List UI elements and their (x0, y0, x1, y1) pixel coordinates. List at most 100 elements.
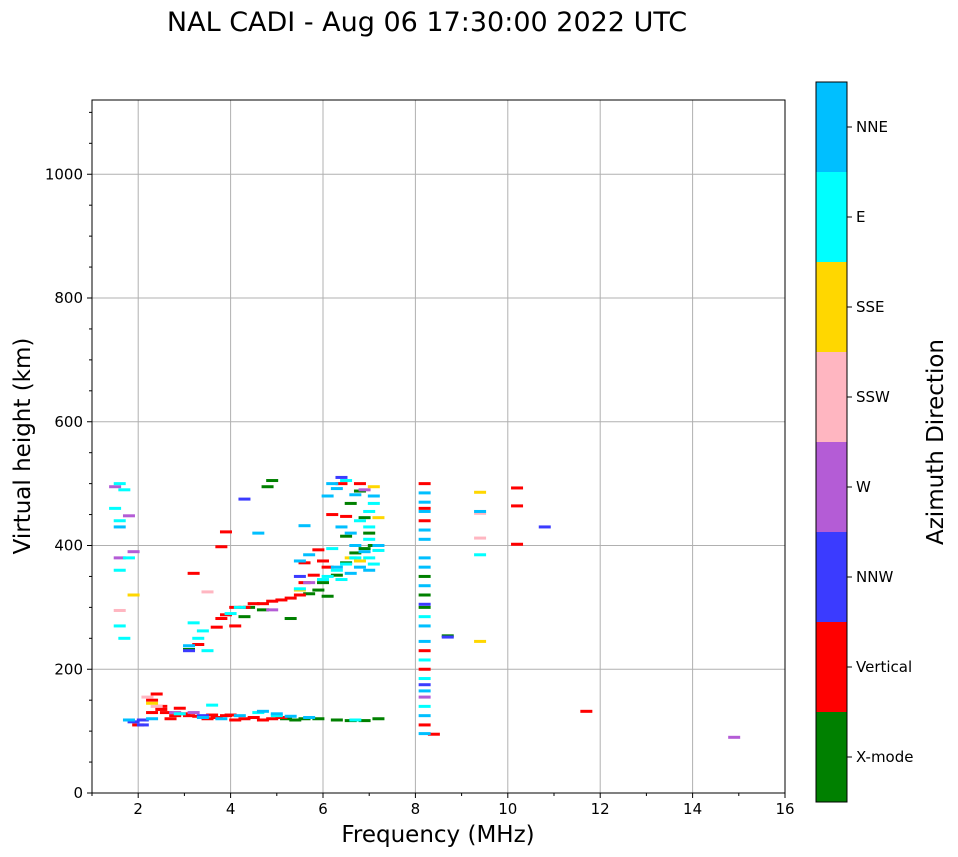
data-point-e (340, 562, 353, 566)
data-point-vertical (256, 718, 269, 722)
data-point-vertical (511, 486, 524, 490)
data-point-nne (196, 716, 209, 720)
data-point-x-mode (418, 593, 431, 597)
data-point-nnw (127, 720, 140, 724)
data-point-e (201, 649, 214, 653)
y-tick-label: 200 (54, 660, 83, 678)
data-point-e (418, 658, 431, 662)
data-point-x-mode (340, 534, 353, 538)
data-point-nne (418, 689, 431, 693)
data-point-nne (418, 556, 431, 560)
data-point-ssw (141, 695, 154, 699)
x-tick-label: 4 (226, 800, 236, 818)
data-point-vertical (159, 711, 172, 715)
x-tick-label: 2 (133, 800, 143, 818)
data-point-vertical (335, 482, 348, 486)
data-point-nnw (441, 635, 454, 639)
data-point-sse (372, 516, 385, 520)
x-tick-label: 14 (683, 800, 702, 818)
data-point-e (206, 703, 219, 707)
data-point-e (113, 482, 126, 486)
data-point-nne (233, 714, 246, 718)
data-point-e (113, 519, 126, 523)
data-point-ssw (474, 536, 487, 540)
data-point-vertical (418, 649, 431, 653)
data-point-e (233, 605, 246, 609)
data-point-nne (418, 491, 431, 495)
data-point-vertical (224, 713, 237, 717)
data-point-nnw (293, 574, 306, 578)
data-point-x-mode (330, 573, 343, 577)
data-point-x-mode (330, 718, 343, 722)
data-point-vertical (215, 617, 228, 621)
data-point-vertical (298, 561, 311, 565)
data-point-nne (418, 714, 431, 718)
data-point-x-mode (358, 719, 371, 723)
data-point-e (418, 704, 431, 708)
data-point-vertical (247, 716, 260, 720)
data-point-x-mode (418, 605, 431, 609)
data-points (109, 475, 741, 739)
data-point-nne (418, 565, 431, 569)
colorbar-swatch-vertical (816, 622, 847, 712)
data-point-vertical (321, 565, 334, 569)
data-point-x-mode (321, 594, 334, 598)
data-point-nne (418, 528, 431, 532)
data-point-vertical (219, 530, 232, 534)
data-point-w (418, 695, 431, 699)
data-point-nne (418, 639, 431, 643)
data-point-nnw (136, 718, 149, 722)
colorbar-swatch-nne (816, 82, 847, 172)
data-point-x-mode (317, 581, 329, 585)
data-point-sse (367, 485, 380, 489)
data-point-e (196, 629, 209, 633)
data-point-vertical (169, 714, 182, 718)
data-point-e (349, 718, 362, 722)
data-point-nne (321, 494, 334, 498)
data-point-nne (418, 537, 431, 541)
data-point-e (317, 578, 329, 582)
chart-title: NAL CADI - Aug 06 17:30:00 2022 UTC (167, 7, 687, 38)
data-point-ssw (150, 704, 163, 708)
data-point-vertical (247, 602, 260, 606)
data-point-vertical (146, 698, 159, 702)
colorbar-frame (815, 81, 848, 803)
data-point-sse (127, 593, 140, 597)
data-point-w (266, 608, 279, 612)
data-point-nnw (183, 649, 196, 653)
data-point-nne (113, 525, 126, 529)
data-point-e (340, 479, 353, 483)
x-tick-label: 16 (775, 800, 794, 818)
data-point-nne (252, 531, 265, 535)
data-point-nne (298, 524, 311, 528)
data-point-nne (330, 487, 343, 491)
data-point-nnw (238, 497, 251, 501)
data-point-sse (353, 559, 366, 563)
data-point-vertical (580, 709, 593, 713)
y-tick-label: 600 (54, 413, 83, 431)
data-point-nnw (196, 714, 209, 718)
data-point-nnw (538, 525, 551, 529)
x-tick-label: 10 (498, 800, 517, 818)
data-point-x-mode (372, 717, 385, 721)
data-point-e (293, 587, 306, 591)
data-point-e (113, 568, 126, 572)
data-point-nne (418, 584, 431, 588)
data-point-nnw (136, 723, 149, 727)
plot-area (91, 99, 786, 794)
data-point-x-mode (238, 615, 251, 619)
colorbar-swatch-w (816, 442, 847, 532)
data-point-vertical (238, 717, 251, 721)
data-point-w (187, 711, 200, 715)
data-point-e (363, 556, 376, 560)
colorbar-swatch-x-mode (816, 712, 847, 802)
data-point-w (122, 514, 135, 518)
data-point-vertical (256, 602, 269, 606)
colorbar-tick-label: NNE (856, 118, 888, 136)
grid-lines (92, 100, 785, 793)
data-point-nne (344, 531, 357, 535)
colorbar-tick-label: X-mode (856, 748, 913, 766)
data-point-e (326, 547, 339, 551)
data-point-nne (183, 644, 196, 648)
